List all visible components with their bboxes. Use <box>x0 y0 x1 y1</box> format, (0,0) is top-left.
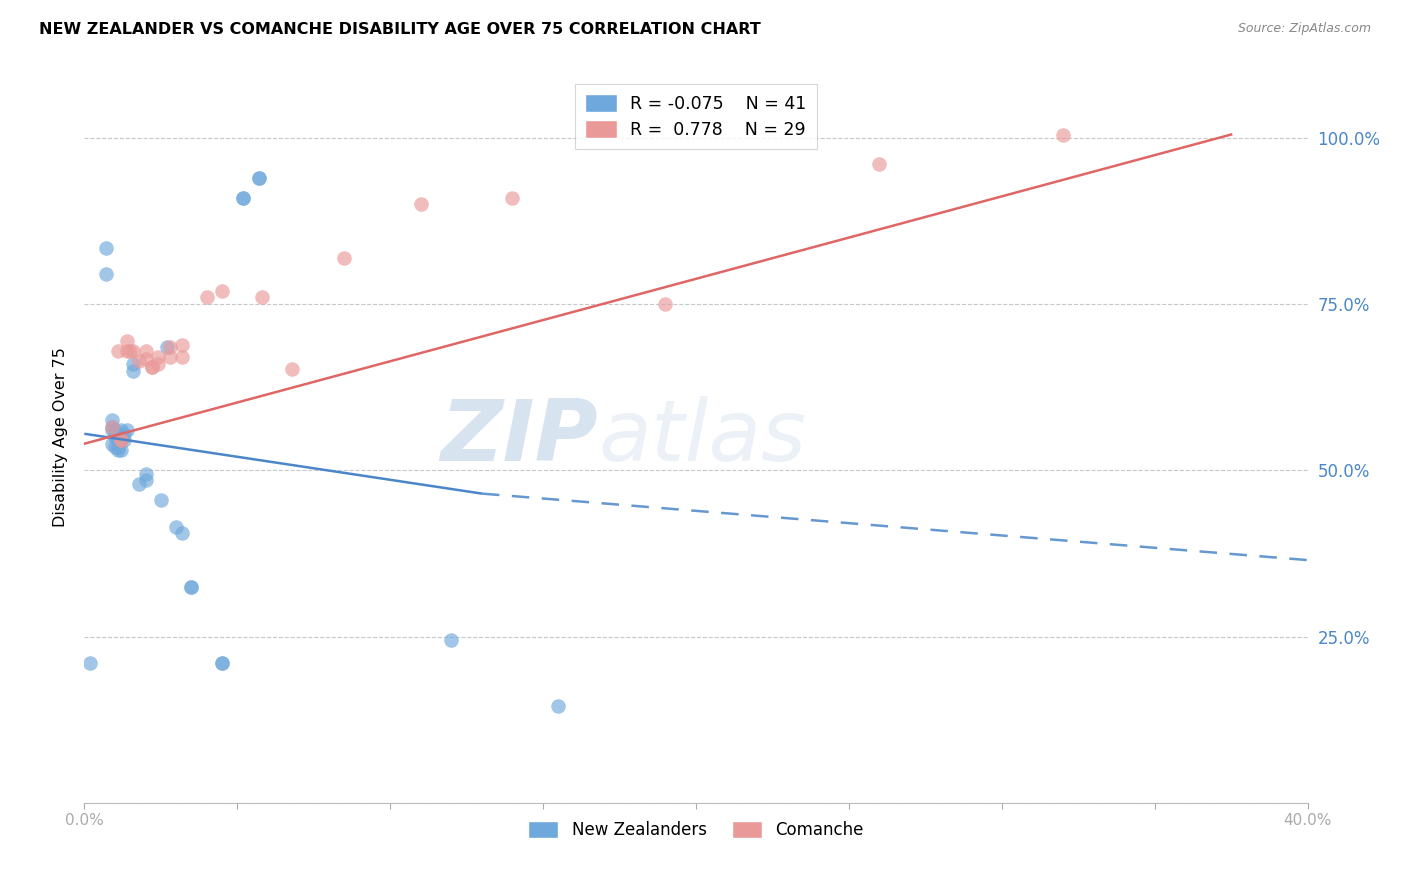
Point <box>281 362 304 376</box>
Point <box>180 580 202 594</box>
Point <box>247 170 270 185</box>
Point <box>232 191 254 205</box>
Text: atlas: atlas <box>598 395 806 479</box>
Point <box>869 157 891 171</box>
Point <box>156 340 179 354</box>
Point <box>104 440 127 454</box>
Point <box>122 343 145 358</box>
Point <box>110 424 132 438</box>
Point <box>122 363 145 377</box>
Point <box>159 340 181 354</box>
Point <box>79 656 101 670</box>
Point <box>94 267 117 281</box>
Point <box>120 343 142 358</box>
Point <box>110 430 132 444</box>
Point <box>211 284 233 298</box>
Point <box>333 251 356 265</box>
Point <box>94 241 117 255</box>
Point <box>135 351 157 366</box>
Point <box>101 420 124 434</box>
Point <box>141 360 163 375</box>
Point <box>211 656 233 670</box>
Point <box>110 434 132 448</box>
Point <box>115 343 138 358</box>
Point <box>104 426 127 441</box>
Point <box>107 443 129 458</box>
Point <box>250 290 273 304</box>
Point <box>110 434 132 448</box>
Point <box>159 351 181 365</box>
Point <box>172 338 194 352</box>
Text: Source: ZipAtlas.com: Source: ZipAtlas.com <box>1237 22 1371 36</box>
Legend: New Zealanders, Comanche: New Zealanders, Comanche <box>522 814 870 846</box>
Point <box>135 467 157 481</box>
Point <box>146 357 169 371</box>
Point <box>101 413 124 427</box>
Point <box>135 473 157 487</box>
Point <box>110 434 132 448</box>
Point <box>232 191 254 205</box>
Point <box>135 343 157 358</box>
Point <box>101 424 124 438</box>
Point <box>122 357 145 371</box>
Point <box>101 436 124 450</box>
Text: NEW ZEALANDER VS COMANCHE DISABILITY AGE OVER 75 CORRELATION CHART: NEW ZEALANDER VS COMANCHE DISABILITY AGE… <box>39 22 761 37</box>
Point <box>502 191 524 205</box>
Point <box>172 351 194 365</box>
Point <box>107 440 129 454</box>
Point <box>195 290 218 304</box>
Point <box>128 476 150 491</box>
Point <box>149 493 172 508</box>
Text: ZIP: ZIP <box>440 395 598 479</box>
Point <box>172 526 194 541</box>
Point <box>1052 128 1074 142</box>
Point <box>101 420 124 434</box>
Point <box>654 297 676 311</box>
Point <box>146 351 169 365</box>
Point <box>112 426 135 441</box>
Point <box>104 424 127 438</box>
Point <box>409 197 432 211</box>
Point <box>115 424 138 438</box>
Point <box>104 430 127 444</box>
Point <box>165 520 187 534</box>
Point <box>107 434 129 448</box>
Point <box>107 430 129 444</box>
Point <box>180 580 202 594</box>
Point <box>440 632 463 647</box>
Point <box>110 443 132 458</box>
Point <box>112 434 135 448</box>
Point <box>247 170 270 185</box>
Point <box>115 334 138 348</box>
Point <box>128 353 150 368</box>
Point <box>211 656 233 670</box>
Y-axis label: Disability Age Over 75: Disability Age Over 75 <box>53 347 69 527</box>
Point <box>141 360 163 375</box>
Point <box>107 343 129 358</box>
Point <box>547 699 569 714</box>
